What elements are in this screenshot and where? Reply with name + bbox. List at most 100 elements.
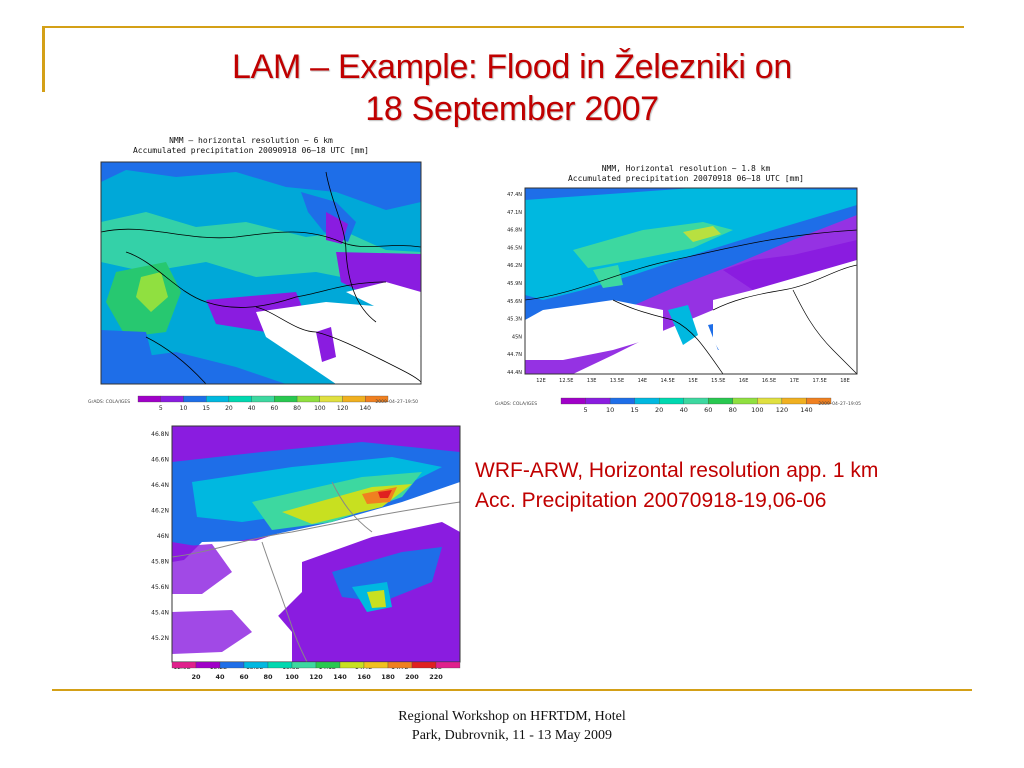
map-nmm-6km-colorbar-tick: 15 [202,405,210,412]
map-wrf-arw-colorbar-swatch [387,661,413,669]
map-nmm-1-8km-colorbar-swatch [806,397,832,405]
map-wrf-arw-colorbar-tick: 80 [263,673,273,681]
map-nmm-1-8km-lat-tick: 46.8N [507,228,522,234]
map-nmm-6km-colorbar-swatch [274,395,298,403]
map-nmm-1-8km-lat-tick: 44.4N [507,370,522,376]
map-wrf-arw: 46.8N 46.6N 46.4N 46.2N 46N 45.8N 45.6N 45.4N 45… [142,422,464,684]
map-wrf-arw-colorbar-swatch [435,661,461,669]
map-nmm-6km-colorbar: 5 10 15 20 40 60 80 100 120 140 GrADS: COLA/IGES 20… [88,395,418,412]
map-wrf-arw-field [172,426,460,662]
map-nmm-1-8km-colorbar-tick: 80 [729,406,737,414]
figure-caption-line2: Acc. Precipitation 20070918-19,06-06 [475,489,827,512]
map-wrf-arw-lat-tick: 46.2N [151,508,169,515]
map-nmm-1-8km-colorbar-tick: 20 [655,406,663,414]
map-nmm-1-8km-lon-tick: 15.5E [711,378,725,384]
map-nmm-1-8km-lon-tick: 17.5E [813,378,827,384]
map-wrf-arw-lat-tick: 46N [157,533,169,540]
map-wrf-arw-colorbar-tick: 160 [357,673,371,681]
slide-footer: Regional Workshop on HFRTDM, Hotel Park,… [0,707,1024,745]
map-nmm-1-8km-colorbar-swatch [732,397,758,405]
map-nmm-1-8km-colorbar-swatch [609,397,635,405]
map-nmm-1-8km-lon-tick: 13.5E [610,378,624,384]
map-wrf-arw-colorbar-tick: 100 [285,673,299,681]
map-nmm-1-8km-colorbar: 5 10 15 20 40 60 80 100 120 140 GrADS: COLA/IGES 20… [495,397,861,414]
map-nmm-1-8km-lon-tick: 18E [840,378,850,384]
map-nmm-1-8km-lon-tick: 16.5E [762,378,776,384]
map-wrf-arw-colorbar-tick: 200 [405,673,419,681]
slide-title-line2: 18 September 2007 [365,90,659,128]
map-nmm-6km-colorbar-swatch [206,395,230,403]
map-nmm-6km-colorbar-tick: 5 [159,405,163,412]
map-nmm-6km-colorbar-tick: 60 [271,405,279,412]
map-nmm-1-8km-lon-tick: 14.5E [661,378,675,384]
map-nmm-1-8km-header-line2: Accumulated precipitation 20070918 06–18… [567,174,804,183]
map-wrf-arw-lat-tick: 46.6N [151,457,169,464]
slide-frame-top [42,26,964,28]
map-nmm-1-8km-colorbar-tick: 15 [630,406,638,414]
map-nmm-6km-colorbar-swatch [365,395,389,403]
map-nmm-6km-colorbar-tick: 80 [293,405,301,412]
map-wrf-arw-colorbar-swatch [411,661,437,669]
map-wrf-arw-colorbar-tick: 20 [191,673,201,681]
map-wrf-arw-colorbar-swatch [195,661,221,669]
map-nmm-6km-colorbar-tick: 20 [225,405,233,412]
map-nmm-6km-header: NMM – horizontal resolution ~ 6 km Accum… [106,136,396,156]
map-nmm-1-8km-lon-tick: 17E [790,378,800,384]
map-nmm-1-8km-lon-tick: 13E [587,378,597,384]
map-nmm-1-8km-lat-tick: 45N [512,334,522,340]
map-nmm-1-8km-lat-tick: 45.6N [507,299,522,305]
map-nmm-1-8km-lat-ticks: 47.4N 47.1N 46.8N 46.5N 46.2N 45.9N 45.6N 45.3N… [507,192,522,376]
map-nmm-6km-colorbar-swatch [228,395,252,403]
map-wrf-arw-colorbar-swatch [171,661,197,669]
map-nmm-1-8km-lat-tick: 46.5N [507,245,522,251]
map-nmm-1-8km-lat-tick: 47.1N [507,210,522,216]
map-wrf-arw-lat-tick: 46.4N [151,482,169,489]
map-nmm-6km-colorbar-swatch [296,395,320,403]
map-wrf-arw-colorbar-swatch [219,661,245,669]
map-nmm-6km-credit-left: GrADS: COLA/IGES [88,399,130,405]
map-nmm-1-8km-header: NMM, Horizontal resolution ~ 1.8 km Accu… [541,164,831,184]
map-nmm-1-8km-colorbar-tick: 120 [776,406,788,414]
map-nmm-1-8km-colorbar-tick: 10 [606,406,614,414]
map-nmm-1-8km-colorbar-swatch [757,397,783,405]
map-nmm-1-8km-lon-tick: 12.5E [559,378,573,384]
map-nmm-6km-credit-right: 2009–04–27–19:50 [375,399,418,405]
map-nmm-1-8km-lat-tick: 44.7N [507,352,522,358]
map-nmm-6km-colorbar-swatch [137,395,161,403]
map-wrf-arw-lat-tick: 45.6N [151,584,169,591]
map-wrf-arw-lat-tick: 45.2N [151,635,169,642]
slide-footer-line1: Regional Workshop on HFRTDM, Hotel [398,709,626,724]
map-nmm-6km-colorbar-swatch [319,395,343,403]
map-nmm-6km-colorbar-swatch [342,395,366,403]
map-wrf-arw-colorbar-swatch [315,661,341,669]
map-wrf-arw-colorbar-swatch [339,661,365,669]
map-nmm-1-8km: NMM, Horizontal resolution ~ 1.8 km Accu… [493,160,868,425]
map-nmm-1-8km-field [525,188,857,374]
map-wrf-arw-colorbar-tick: 120 [309,673,323,681]
map-nmm-6km-colorbar-tick: 100 [314,405,326,412]
map-nmm-1-8km-colorbar-swatch [708,397,733,405]
map-wrf-arw-lat-ticks: 46.8N 46.6N 46.4N 46.2N 46N 45.8N 45.6N 45.4N 45… [151,431,169,642]
map-nmm-1-8km-lon-tick: 14E [638,378,648,384]
figure-caption-line1: WRF-ARW, Horizontal resolution app. 1 km [475,459,879,482]
map-nmm-1-8km-lon-tick: 15E [688,378,698,384]
map-nmm-1-8km-lon-ticks: 12E 12.5E 13E 13.5E 14E 14.5E 15E 15.5E 16E 16.5E… [536,378,850,384]
map-nmm-1-8km-colorbar-tick: 100 [751,406,763,414]
map-nmm-1-8km-colorbar-swatch [560,397,586,405]
map-nmm-6km-header-line2: Accumulated precipitation 20090918 06–18… [132,146,369,155]
map-wrf-arw-colorbar: 20 40 60 80 100 120 140 160 180 200 220 [171,661,461,681]
map-nmm-1-8km-credit-left: GrADS: COLA/IGES [495,401,537,407]
map-nmm-1-8km-colorbar-tick: 60 [704,406,712,414]
slide-title-line1: LAM – Example: Flood in Železniki on [232,48,792,86]
map-nmm-6km-colorbar-swatch [160,395,184,403]
map-nmm-1-8km-colorbar-swatch [659,397,684,405]
map-nmm-1-8km-colorbar-swatch [781,397,807,405]
map-nmm-1-8km-colorbar-tick: 140 [800,406,812,414]
map-nmm-6km: NMM – horizontal resolution ~ 6 km Accum… [86,132,436,414]
map-nmm-1-8km-lat-tick: 46.2N [507,263,522,269]
map-nmm-1-8km-lat-tick: 47.4N [507,192,522,198]
map-nmm-6km-colorbar-tick: 120 [337,405,349,412]
map-wrf-arw-colorbar-swatch [267,661,293,669]
map-wrf-arw-colorbar-tick: 40 [215,673,225,681]
map-nmm-1-8km-lon-tick: 16E [739,378,749,384]
